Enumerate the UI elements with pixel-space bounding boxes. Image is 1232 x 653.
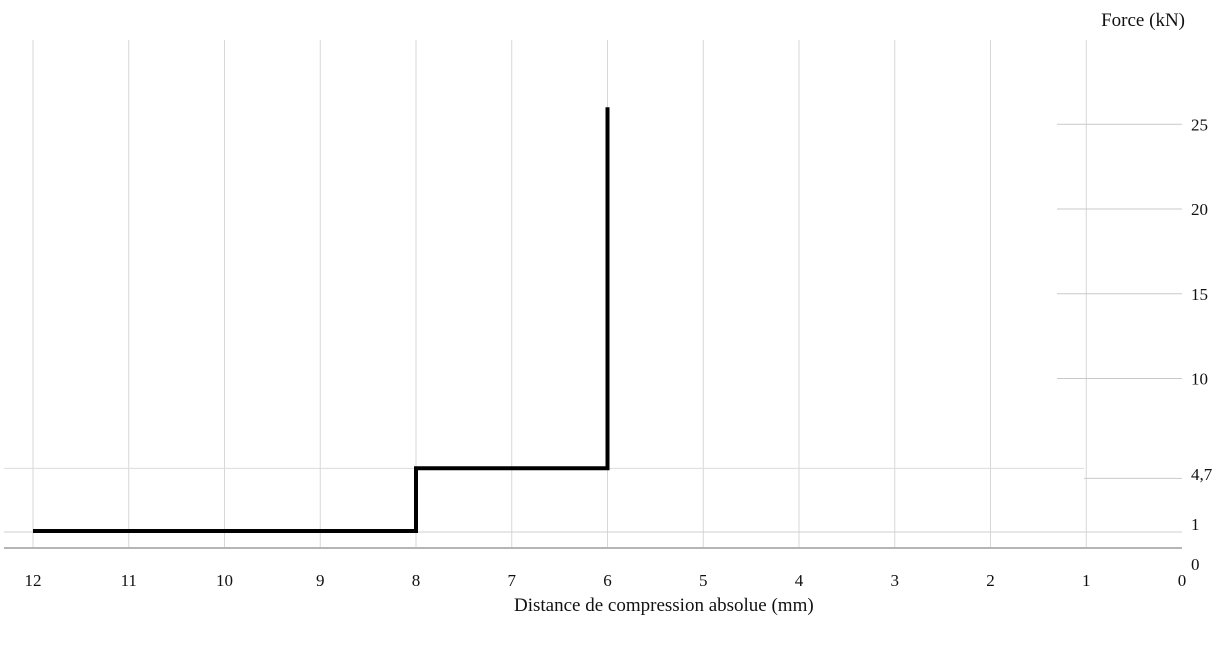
y-tick-label: 25 (1191, 115, 1208, 134)
y-tick-label: 4,7 (1191, 465, 1213, 484)
x-tick-label: 8 (412, 571, 421, 590)
y-tick-label: 1 (1191, 515, 1200, 534)
x-tick-label: 7 (508, 571, 517, 590)
grid-lines (4, 40, 1182, 547)
x-tick-label: 1 (1082, 571, 1091, 590)
x-tick-label: 11 (121, 571, 137, 590)
x-axis-label: Distance de compression absolue (mm) (514, 595, 814, 616)
x-tick-label: 3 (891, 571, 900, 590)
y-tick-label: 0 (1191, 555, 1200, 574)
x-tick-label: 5 (699, 571, 708, 590)
x-tick-label: 12 (25, 571, 42, 590)
x-tick-label: 9 (316, 571, 325, 590)
series-line (33, 107, 610, 533)
x-tick-label: 10 (216, 571, 233, 590)
x-tick-label: 4 (795, 571, 804, 590)
y-tick-label: 20 (1191, 200, 1208, 219)
y-axis-label: Force (kN) (1101, 10, 1185, 31)
y-tick-label: 15 (1191, 285, 1208, 304)
y-tick-label: 10 (1191, 370, 1208, 389)
x-tick-label: 0 (1178, 571, 1187, 590)
x-tick-label: 2 (986, 571, 995, 590)
x-tick-label: 6 (603, 571, 612, 590)
